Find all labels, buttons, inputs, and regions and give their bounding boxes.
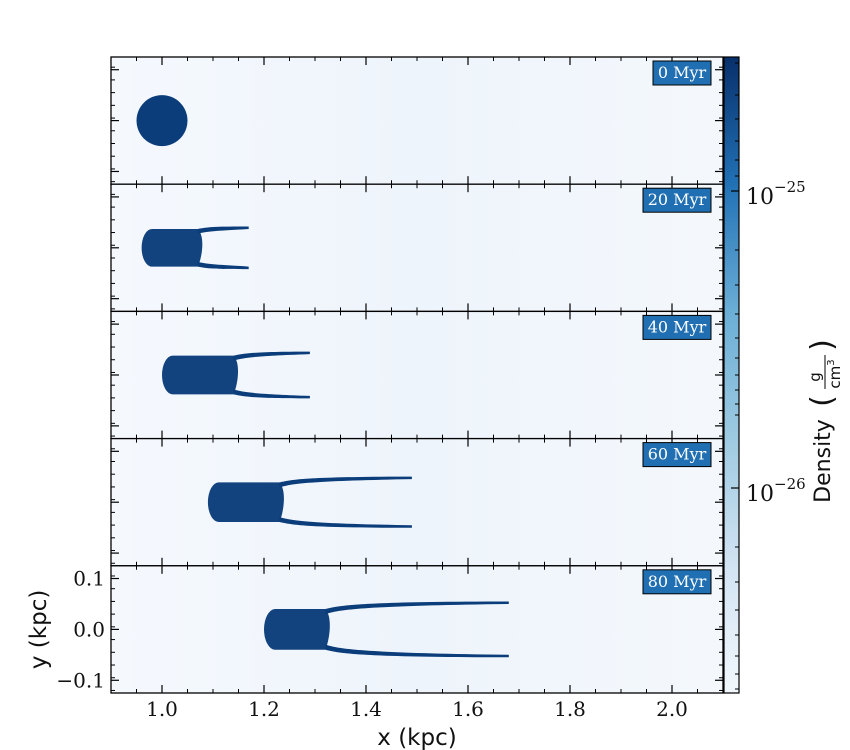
tail-lower-1 — [197, 261, 249, 270]
panels-group: 0 Myr 20 Myr 40 Myr 60 Myr 80 Myr 0.1 0.0 −0.1 — [56, 56, 724, 694]
cloud-3 — [207, 482, 284, 523]
colorbar-tick-exponent: −25 — [774, 178, 806, 196]
colorbar-unit-exponent: 3 — [826, 359, 837, 365]
y-tick-label: −0.1 — [56, 668, 105, 692]
tail-upper-4 — [325, 601, 509, 615]
time-badge-label: 40 Myr — [648, 317, 707, 336]
colorbar-unit-denominator: cm3 — [826, 359, 844, 388]
panel-ticks — [110, 184, 724, 312]
x-tick-label: 2.0 — [656, 697, 688, 721]
x-tick-label: 1.2 — [248, 697, 280, 721]
time-badge — [652, 60, 712, 86]
tail-lower-2 — [233, 389, 310, 399]
x-tick-label: 1.0 — [146, 697, 178, 721]
x-tick-label: 1.4 — [350, 697, 382, 721]
cloud-4 — [264, 609, 330, 650]
panel-ticks — [110, 438, 724, 566]
panel-ticks — [110, 311, 724, 439]
panel-1: 20 Myr — [110, 183, 724, 313]
y-axis-title: y (kpc) — [26, 590, 52, 669]
time-badge — [642, 187, 712, 213]
time-badge-label: 0 Myr — [658, 63, 707, 82]
colorbar-title-group: Density ( g cm3) — [805, 339, 844, 503]
time-badge-label: 20 Myr — [648, 190, 707, 209]
y-tick-label: 0.1 — [73, 567, 105, 591]
tail-lower-4 — [325, 644, 509, 658]
panel-0: 0 Myr — [110, 56, 724, 185]
tail-lower-3 — [279, 517, 412, 528]
time-badge — [642, 314, 712, 340]
tail-upper-1 — [197, 226, 249, 234]
x-tick-label: 1.6 — [452, 697, 484, 721]
tail-upper-3 — [279, 476, 412, 488]
colorbar-tick-exponent: −26 — [774, 475, 806, 493]
colorbar-tick-label: 10−25 — [746, 178, 806, 210]
cloud-0 — [136, 95, 188, 147]
panel-background — [111, 184, 723, 312]
y-tick-label: 0.0 — [73, 617, 105, 641]
colorbar-unit-numerator: g — [806, 372, 824, 382]
time-badge — [642, 442, 712, 468]
colorbar-tick-label: 10−26 — [746, 475, 806, 507]
cloud-2 — [162, 355, 239, 395]
panel-background — [111, 565, 723, 693]
x-axis-title: x (kpc) — [377, 725, 456, 750]
colorbar-title: Density — [811, 419, 836, 503]
x-axis: 1.0 1.2 1.4 1.6 1.8 2.0 — [146, 697, 688, 721]
colorbar-unit-close-paren: ) — [805, 339, 840, 351]
panel-background — [111, 438, 723, 566]
time-badge — [642, 569, 712, 595]
colorbar: 10−25 10−26 Density ( g cm3) — [723, 56, 844, 694]
time-badge-label: 60 Myr — [648, 445, 707, 464]
time-badge-label: 80 Myr — [648, 572, 707, 591]
panel-background — [111, 57, 723, 185]
panel-3: 60 Myr — [110, 437, 724, 567]
colorbar-unit-open-paren: ( — [805, 395, 840, 407]
panel-ticks — [110, 565, 724, 693]
panel-ticks — [110, 57, 724, 185]
cloud-1 — [141, 228, 203, 267]
tail-upper-2 — [233, 351, 310, 361]
panel-2: 40 Myr — [110, 310, 724, 440]
x-tick-label: 1.8 — [554, 697, 586, 721]
panel-4: 80 Myr 0.1 0.0 −0.1 — [56, 565, 724, 694]
